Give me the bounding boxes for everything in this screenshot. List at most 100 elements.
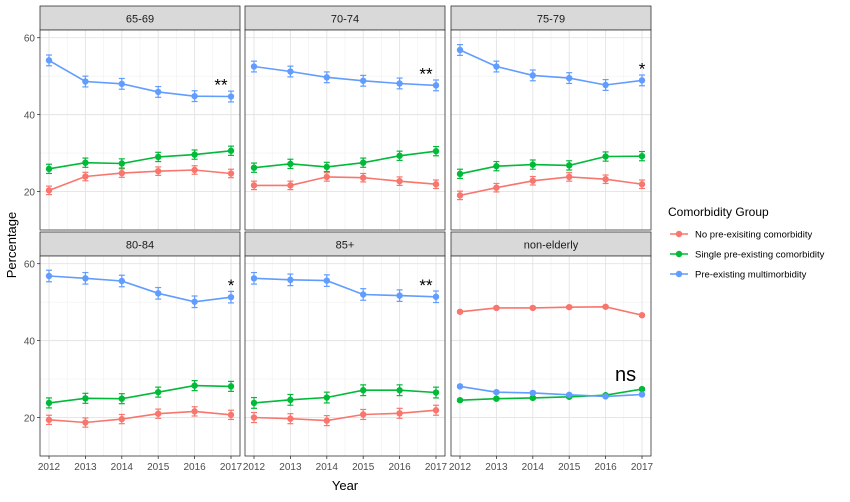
data-point	[250, 275, 258, 282]
data-point	[360, 159, 367, 166]
data-point	[118, 160, 126, 167]
series-line	[254, 176, 437, 187]
x-tick-label: 2012	[243, 462, 266, 473]
data-point	[191, 408, 198, 415]
series-line	[48, 275, 232, 303]
data-point	[155, 167, 162, 175]
facet-strip	[244, 231, 446, 257]
data-point	[287, 160, 294, 168]
data-point	[493, 184, 500, 191]
data-point	[45, 165, 53, 173]
legend-key-point	[675, 230, 683, 238]
data-point	[456, 46, 464, 54]
data-point	[323, 163, 330, 171]
data-point	[396, 292, 403, 299]
data-point	[45, 399, 53, 407]
data-point	[432, 389, 440, 396]
significance-annotation: *	[228, 276, 235, 295]
data-point	[118, 415, 126, 423]
data-point	[227, 170, 235, 177]
data-point	[82, 419, 89, 426]
x-tick-label: 2017	[425, 462, 448, 473]
x-tick-label: 2015	[352, 462, 375, 473]
series-line	[253, 409, 437, 422]
data-point	[155, 410, 162, 417]
series-line	[459, 49, 643, 86]
data-point	[155, 88, 162, 96]
facet-strip	[450, 5, 652, 31]
x-tick-label: 2013	[485, 462, 508, 473]
data-point	[323, 394, 330, 401]
y-tick-label: 60	[24, 260, 36, 271]
data-point	[323, 173, 330, 181]
series-line	[459, 388, 643, 401]
legend-label: No pre-exisiting comorbidity	[695, 230, 812, 241]
data-point	[638, 181, 646, 188]
data-point	[566, 173, 573, 181]
data-point	[191, 151, 198, 158]
data-point	[250, 182, 258, 189]
facet-strip	[39, 5, 241, 31]
significance-annotation: **	[214, 76, 228, 95]
panel-border	[450, 255, 652, 457]
data-point	[287, 68, 294, 75]
data-point	[45, 272, 53, 280]
panel-border	[244, 255, 446, 457]
x-tick-label: 2014	[111, 462, 134, 473]
significance-annotation: *	[639, 59, 646, 78]
panel-border	[39, 29, 241, 231]
data-point	[432, 293, 440, 300]
data-point	[227, 383, 235, 390]
data-point	[456, 170, 464, 178]
series-line	[48, 384, 232, 404]
data-point	[493, 388, 500, 396]
data-point	[432, 181, 440, 188]
data-point	[360, 387, 367, 394]
data-point	[227, 93, 235, 100]
data-point	[250, 399, 258, 407]
series-line	[253, 277, 437, 298]
data-point	[529, 389, 536, 397]
data-point	[82, 173, 89, 180]
data-point	[456, 383, 464, 390]
data-point	[566, 391, 573, 399]
data-point	[360, 411, 367, 418]
x-tick-label: 2012	[38, 462, 61, 473]
x-tick-label: 2017	[631, 462, 654, 473]
data-point	[191, 92, 198, 100]
x-tick-label: 2013	[74, 462, 97, 473]
significance-annotation: **	[419, 276, 433, 295]
data-point	[396, 152, 403, 159]
data-point	[227, 147, 235, 154]
data-point	[638, 391, 646, 398]
data-point	[287, 396, 294, 404]
x-tick-label: 2013	[279, 462, 302, 473]
data-point	[191, 166, 198, 174]
series-line	[459, 155, 643, 175]
data-point	[529, 72, 536, 79]
panel-border	[39, 255, 241, 457]
data-point	[191, 382, 198, 389]
data-point	[323, 277, 330, 284]
data-point	[529, 394, 536, 402]
data-point	[227, 411, 235, 419]
facet-strip-label: 65-69	[126, 14, 154, 26]
y-tick-label: 60	[24, 34, 36, 45]
data-point	[432, 82, 440, 89]
legend-key-point	[675, 270, 683, 278]
data-point	[456, 192, 464, 199]
data-point	[602, 81, 609, 89]
data-point	[155, 153, 162, 161]
data-point	[287, 276, 294, 284]
legend-label: Pre-existing multimorbidity	[695, 270, 807, 281]
data-point	[566, 303, 573, 311]
data-point	[191, 298, 198, 305]
facet-strip	[39, 231, 241, 257]
data-point	[82, 78, 89, 85]
data-point	[566, 162, 573, 169]
data-point	[396, 80, 403, 87]
facet-strip-label: 70-74	[331, 14, 359, 26]
x-tick-label: 2014	[316, 462, 339, 473]
legend-key-point	[675, 250, 683, 258]
significance-annotation: ns	[615, 364, 636, 386]
